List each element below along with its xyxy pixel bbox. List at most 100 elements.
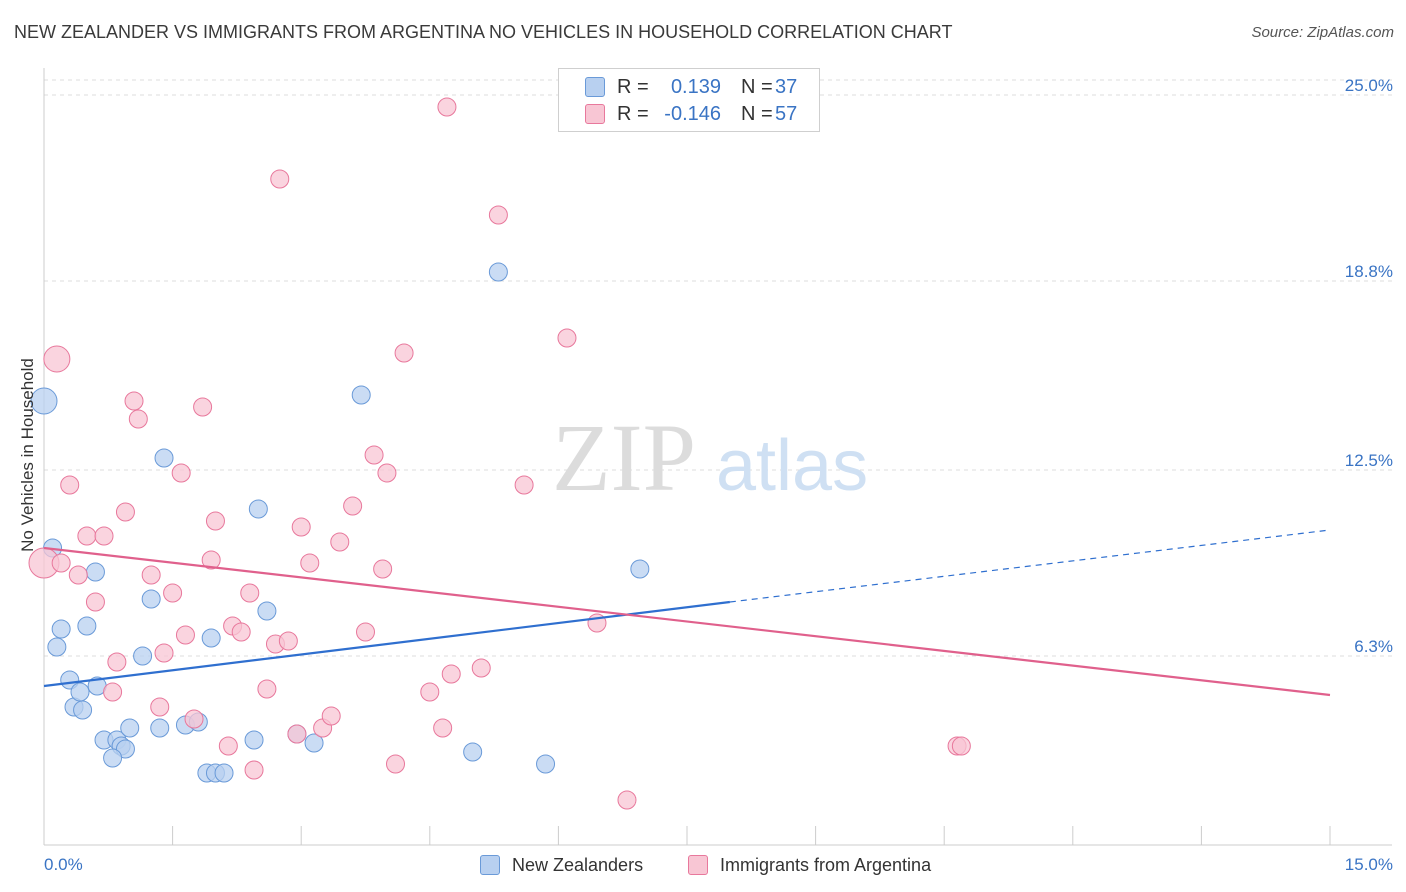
data-point (124, 391, 144, 411)
data-point (51, 553, 71, 573)
data-point (244, 730, 264, 750)
data-point (184, 709, 204, 729)
data-point (60, 475, 80, 495)
y-tick-label: 25.0% (1345, 76, 1393, 95)
data-point (257, 601, 277, 621)
data-point (193, 397, 213, 417)
data-point (133, 646, 153, 666)
data-point (107, 652, 127, 672)
r-value: -0.146 (664, 102, 721, 125)
series-argentina (28, 97, 971, 810)
data-point (420, 682, 440, 702)
data-point (437, 97, 457, 117)
n-label: N = (741, 102, 773, 125)
data-point (218, 736, 238, 756)
data-point (330, 532, 350, 552)
data-point (386, 754, 406, 774)
data-point (214, 763, 234, 783)
data-point (373, 559, 393, 579)
data-point (154, 643, 174, 663)
data-point (30, 387, 58, 415)
data-point (205, 511, 225, 531)
y-axis-label: No Vehicles in Household (18, 358, 37, 552)
x-tick-label: 15.0% (1345, 855, 1393, 874)
legend-swatch-pink (688, 855, 708, 875)
data-point (356, 622, 375, 642)
data-point (150, 718, 170, 738)
data-point (240, 583, 260, 603)
data-point (291, 517, 311, 537)
data-point (377, 463, 397, 483)
data-point (201, 628, 221, 648)
data-point (270, 169, 290, 189)
data-point (77, 526, 97, 546)
trend-line-extension (729, 529, 1331, 603)
data-point (154, 448, 174, 468)
data-point (103, 748, 123, 768)
data-point (201, 550, 221, 570)
legend-label: Immigrants from Argentina (720, 854, 932, 875)
data-point (617, 790, 637, 810)
legend-item-argentina[interactable]: Immigrants from Argentina (688, 852, 931, 878)
data-point (488, 262, 508, 282)
data-point (47, 637, 67, 657)
series-new-zealanders (30, 262, 650, 783)
stats-row-new-zealanders: R = 0.139 N = 37 (585, 75, 797, 99)
data-point (278, 631, 298, 651)
data-point (951, 736, 971, 756)
data-point (557, 328, 577, 348)
data-point (248, 499, 268, 519)
stats-row-argentina: R = -0.146 N = 57 (585, 102, 797, 126)
data-point (175, 625, 195, 645)
data-point (441, 664, 461, 684)
data-point (150, 697, 170, 717)
data-point (70, 682, 90, 702)
data-point (103, 682, 123, 702)
data-point (488, 205, 508, 225)
data-point (68, 565, 88, 585)
y-tick-label: 12.5% (1345, 451, 1393, 470)
data-point (141, 589, 161, 609)
data-point (463, 742, 483, 762)
y-tick-label: 6.3% (1354, 637, 1393, 656)
r-label: R = (617, 75, 649, 98)
chart-title: NEW ZEALANDER VS IMMIGRANTS FROM ARGENTI… (14, 22, 953, 42)
data-point (85, 592, 105, 612)
tick-labels: 6.3% 12.5% 18.8% 25.0% 0.0% 15.0% (44, 76, 1393, 874)
data-point (433, 718, 453, 738)
legend-swatch-blue (480, 855, 500, 875)
data-point (471, 658, 491, 678)
watermark: ZIP atlas (552, 404, 868, 511)
n-value: 57 (775, 102, 798, 125)
data-point (244, 760, 264, 780)
swatch-blue (585, 77, 605, 97)
data-point (300, 553, 320, 573)
axes (43, 68, 1392, 846)
data-point (364, 445, 384, 465)
legend-label: New Zealanders (512, 854, 644, 875)
grid-lines (44, 79, 1392, 657)
data-point (394, 343, 414, 363)
stats-legend: R = 0.139 N = 37 R = -0.146 N = 57 (558, 68, 820, 132)
watermark-atlas: atlas (716, 426, 868, 506)
trend-line-new-zealanders (43, 600, 731, 688)
data-point (73, 700, 93, 720)
data-point (43, 345, 71, 373)
data-point (77, 616, 97, 636)
x-tick-label: 0.0% (44, 855, 83, 874)
watermark-zip: ZIP (552, 404, 696, 511)
data-point (321, 706, 341, 726)
data-point (351, 385, 371, 405)
data-point (287, 724, 307, 744)
n-value: 37 (775, 75, 798, 98)
data-point (51, 619, 71, 639)
n-label: N = (741, 75, 773, 98)
data-points (28, 97, 971, 810)
data-point (231, 622, 251, 642)
legend-item-new-zealanders[interactable]: New Zealanders (480, 852, 643, 878)
data-point (120, 718, 140, 738)
trend-line-argentina (43, 546, 1331, 697)
data-point (115, 502, 135, 522)
data-point (630, 559, 650, 579)
